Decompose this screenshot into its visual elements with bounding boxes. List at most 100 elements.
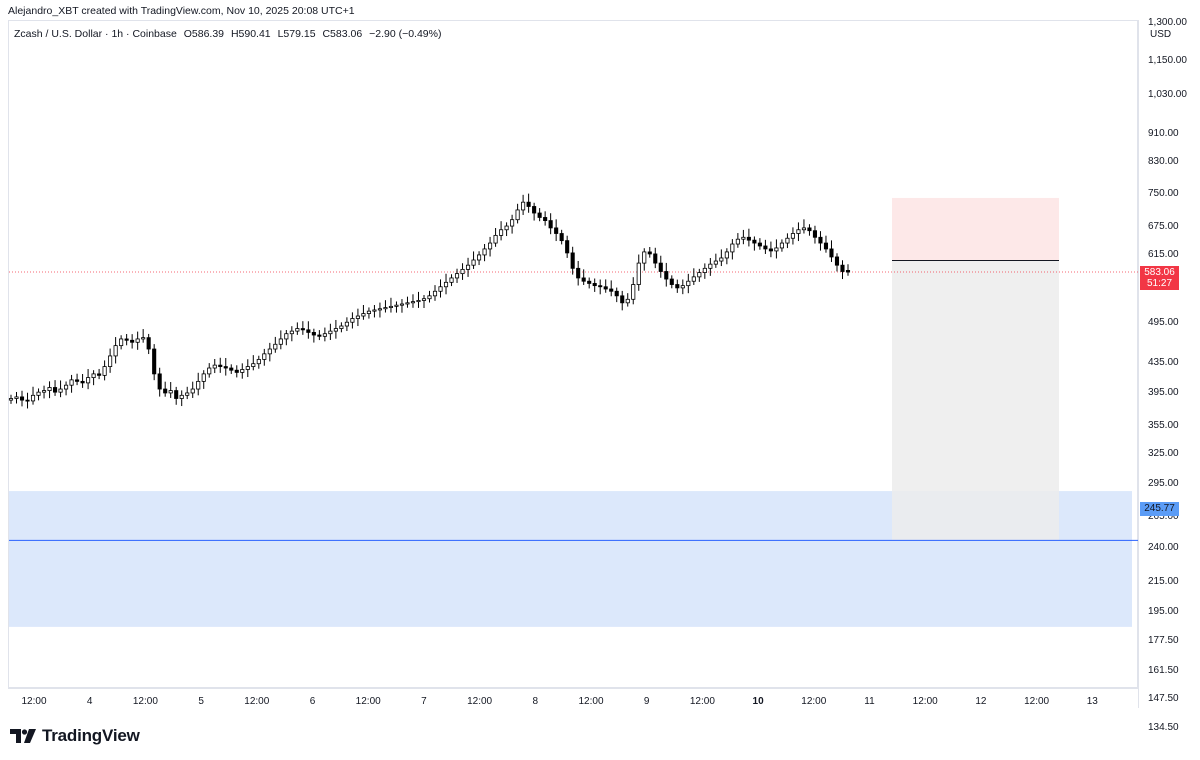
price-tick-label: 1,150.00 [1148,55,1187,67]
time-tick-label: 12:00 [132,696,158,707]
candle-body [53,387,58,393]
candle-body [807,227,812,232]
author-credit: Alejandro_XBT created with TradingView.c… [8,5,355,17]
price-tick-label: 134.50 [1148,721,1179,733]
candle-body [372,309,377,312]
price-tick-label: 750.00 [1148,187,1179,199]
candle-body [344,321,349,327]
candle-body [8,398,14,401]
candle-body [361,313,366,317]
candle-body [405,302,410,305]
candle-body [295,328,300,332]
candle-body [785,237,790,244]
time-tick-label: 12:00 [578,696,604,707]
candle-body [218,364,223,367]
price-tick-label: 910.00 [1148,127,1179,139]
candle-body [449,277,454,283]
candle-body [152,348,157,375]
candle-body [504,225,509,231]
candle-body [708,263,713,269]
candle-body [240,369,245,373]
candle-body [488,242,493,250]
ohlc-high: H590.41 [230,28,271,40]
time-tick-label: 7 [421,696,427,707]
price-tick-label: 295.00 [1148,477,1179,489]
candle-body [812,230,818,238]
price-tick-label: 830.00 [1148,156,1179,168]
candle-body [845,270,851,273]
candle-body [130,339,135,343]
candle-body [801,227,806,231]
candle-body [752,239,757,244]
candle-body [570,252,575,269]
candle-body [223,366,228,369]
candle-body [25,399,30,402]
candle-body [311,332,316,336]
candle-body [554,227,559,234]
candle-body [719,257,724,262]
price-tick-label: 177.50 [1148,635,1179,647]
time-tick-label: 8 [532,696,539,707]
candle-body [691,276,696,282]
price-tick-label: 265.00 [1148,510,1179,522]
candle-body [686,280,691,287]
time-tick-label: 12:00 [21,696,47,707]
candle-body [350,318,355,323]
candle-body [631,284,636,300]
level-price-tag: 245.77 [1140,502,1179,516]
candle-body [664,271,669,280]
chart-pane[interactable] [8,20,1138,688]
candle-body [108,355,113,367]
candle-body [251,363,256,367]
time-tick-label: 11 [864,696,875,707]
candle-body [80,380,85,384]
candle-body [493,234,498,244]
price-tick-label: 675.00 [1148,220,1179,232]
candle-body [284,333,289,340]
time-axis-border [8,688,1138,689]
candle-body [58,388,63,393]
candle-body [328,330,333,335]
ohlc-low: L579.15 [277,28,316,40]
price-axis[interactable] [1138,20,1192,688]
price-tick-label: 147.50 [1148,692,1179,704]
time-tick-label: 12 [975,696,987,707]
candle-body [119,338,124,347]
candle-body [515,209,520,221]
current-price-tag: 583.06 51:27 [1140,266,1179,290]
candle-body [768,248,773,252]
time-tick-label: 10 [752,696,764,707]
candle-body [592,283,597,287]
candle-body [465,264,471,270]
tradingview-wordmark: TradingView [42,726,140,745]
candle-body [482,248,487,256]
candle-body [697,272,702,278]
candle-body [774,247,779,252]
candle-body [796,229,801,234]
candle-body [432,290,438,297]
candle-body [526,201,531,207]
candle-body [168,390,173,394]
candle-body [229,367,234,371]
candle-body [763,245,768,250]
time-tick-label: 12:00 [244,696,270,707]
candle-body [207,367,212,375]
candle-body [267,348,272,355]
candle-body [355,315,360,319]
candle-body [735,238,740,245]
candle-body [256,359,261,365]
candle-body [779,242,784,249]
candle-body [581,277,586,282]
candle-body [388,305,394,308]
candle-body [757,242,762,247]
candle-body [647,251,652,255]
time-tick-label: 12:00 [689,696,715,707]
candle-body [102,366,107,376]
symbol-legend[interactable]: Zcash / U.S. Dollar · 1h · Coinbase O586… [14,28,441,40]
tradingview-logo[interactable]: TradingView [10,726,140,746]
candle-body [642,251,647,264]
candle-body [135,338,140,343]
candle-body [443,281,449,288]
price-tick-label: 161.50 [1148,664,1179,676]
